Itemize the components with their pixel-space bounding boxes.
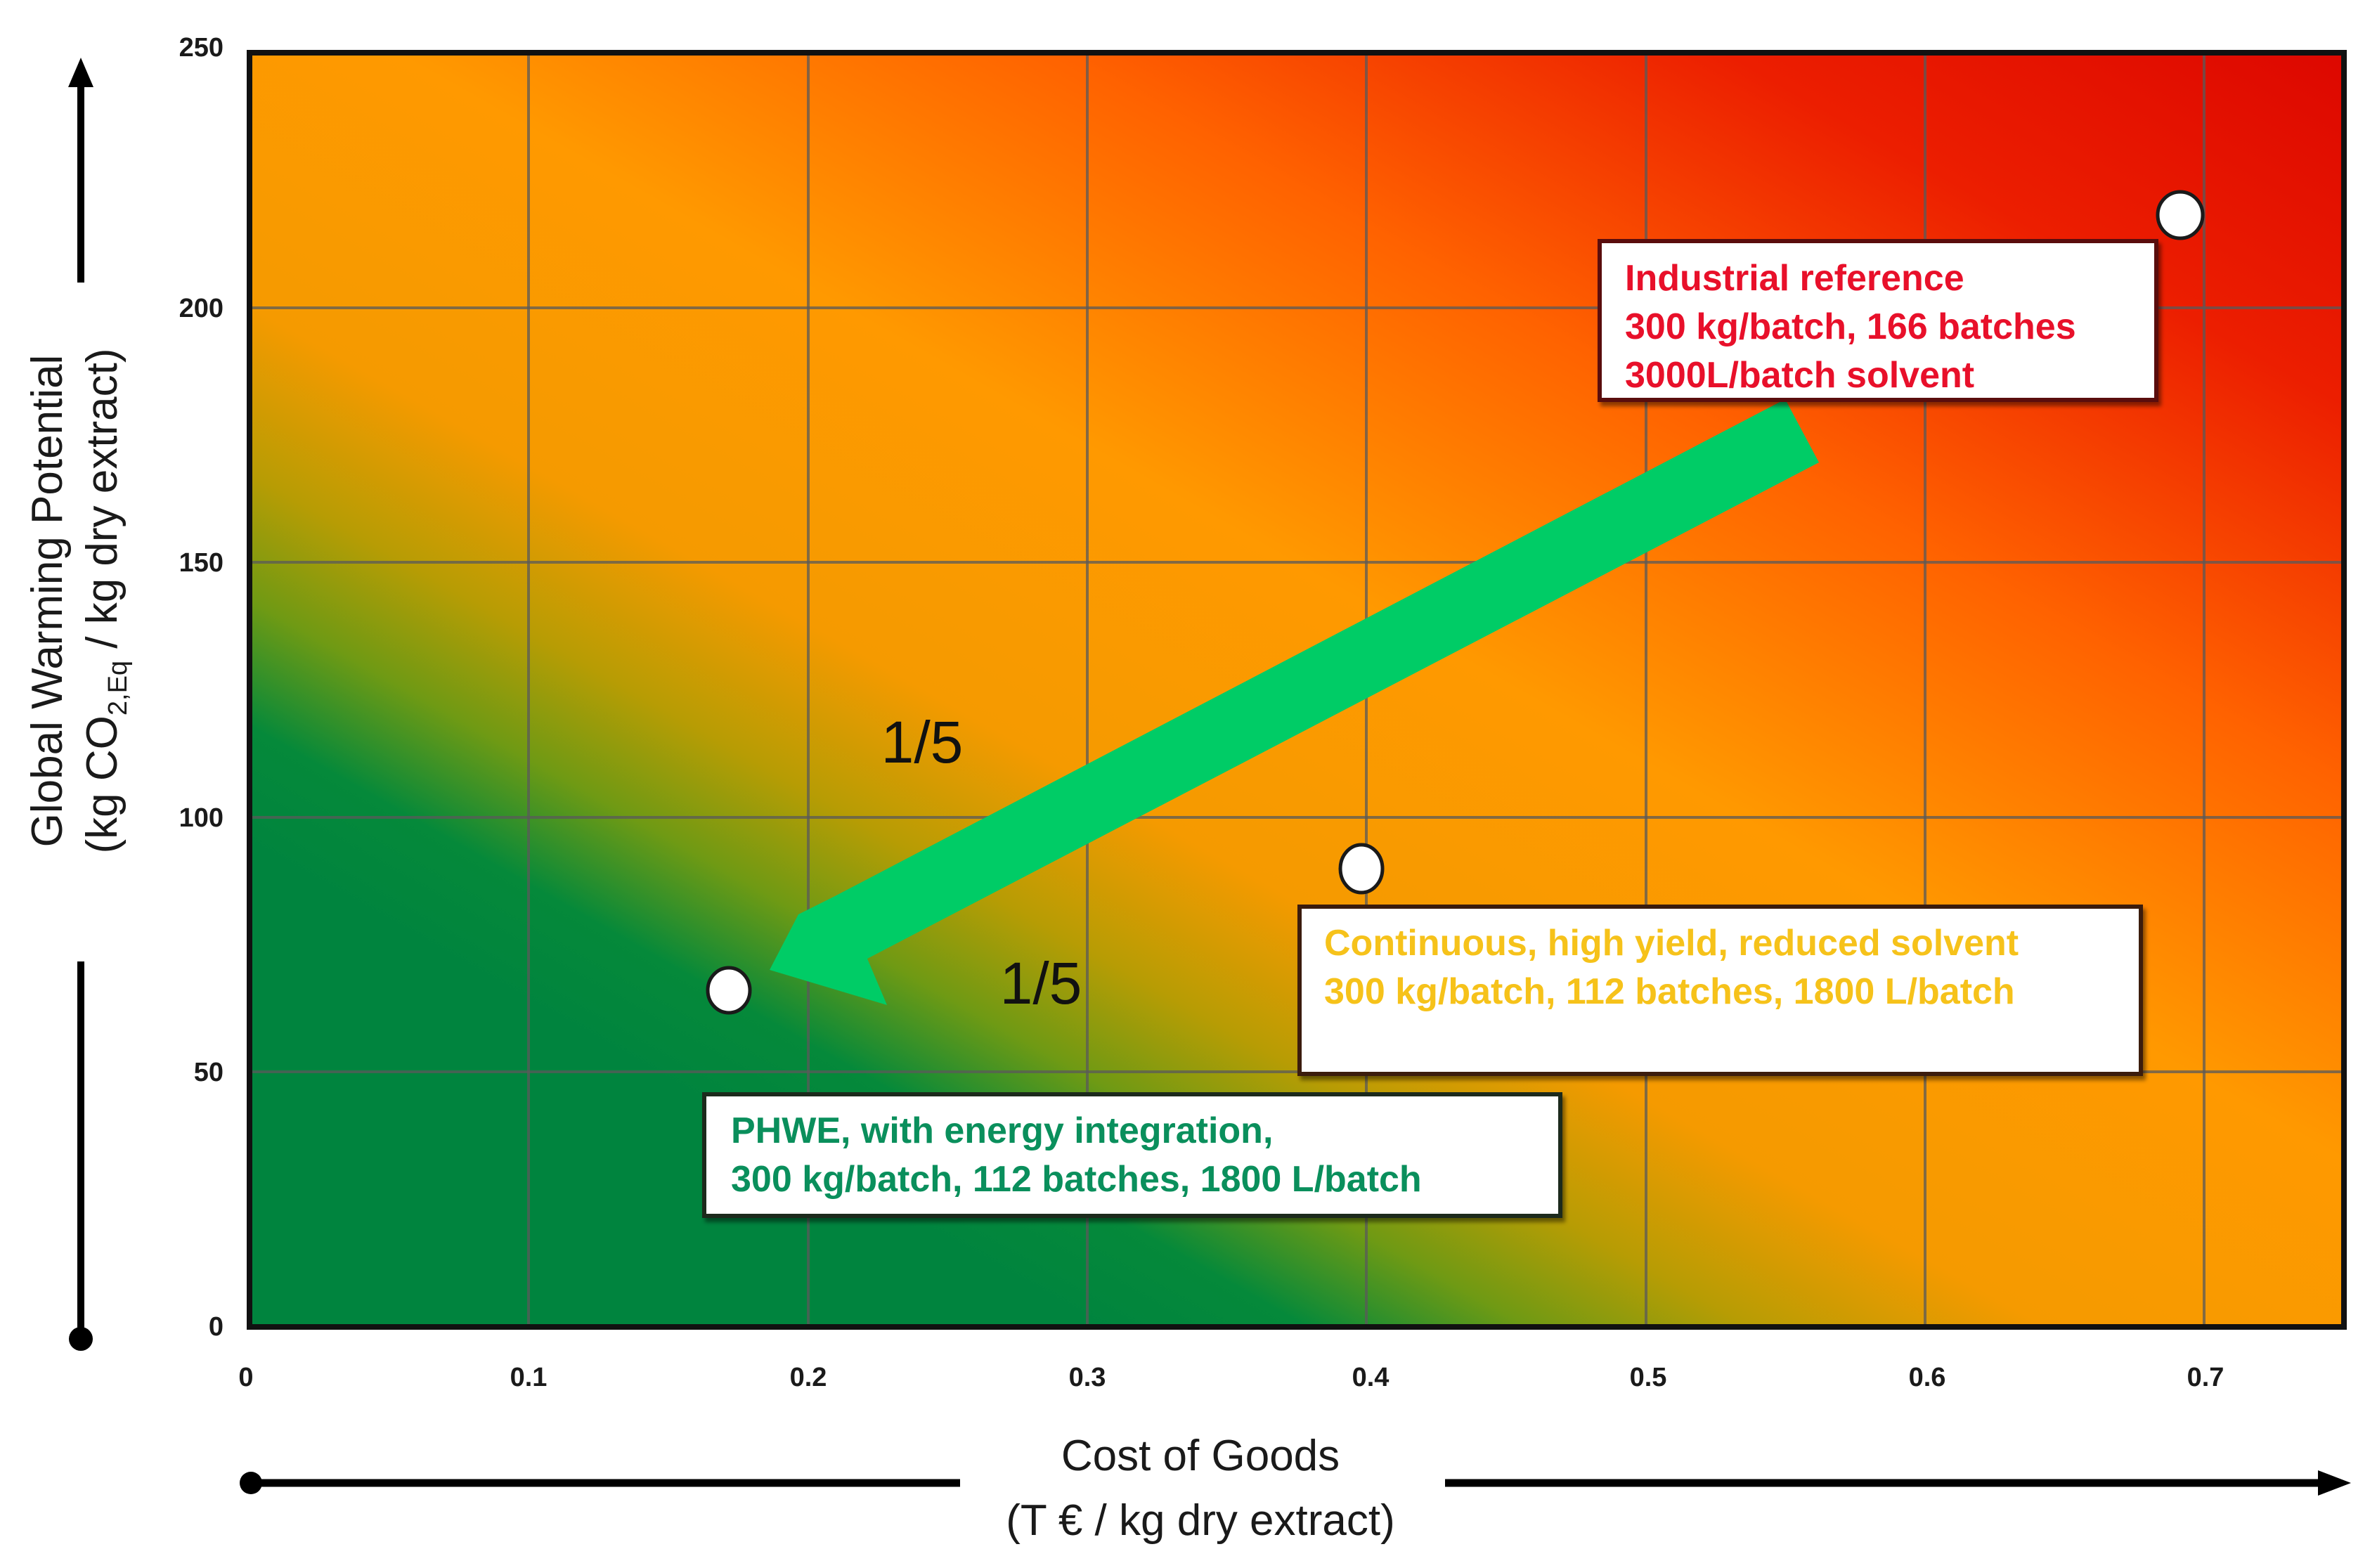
y-axis-title-line1: Global Warming Potential	[23, 355, 72, 848]
y-direction-arrow	[68, 58, 93, 1351]
marker-continuous	[1338, 843, 1385, 895]
x-tick-0.2: 0.2	[790, 1363, 827, 1392]
y-axis-title-line2: (kg CO2,Eq / kg dry extract)	[78, 349, 133, 854]
x-axis-ticks: 0 0.1 0.2 0.3 0.4 0.5 0.6 0.7	[238, 1363, 2224, 1392]
x-direction-arrow	[240, 1470, 2351, 1496]
y-axis-title: Global Warming Potential (kg CO2,Eq / kg…	[23, 349, 133, 854]
continuous-line1: Continuous, high yield, reduced solvent	[1324, 923, 2019, 964]
plot-border	[247, 50, 2347, 1330]
x-axis-title-line2: (T € / kg dry extract)	[1006, 1496, 1395, 1545]
x-axis-title: Cost of Goods (T € / kg dry extract)	[1006, 1432, 1395, 1545]
phwe-text: PHWE, with energy integration, 300 kg/ba…	[731, 1110, 1422, 1200]
continuous-label	[1297, 905, 2143, 1076]
y-tick-150: 150	[179, 548, 224, 578]
x-tick-0.5: 0.5	[1630, 1363, 1667, 1392]
y-tick-0: 0	[209, 1312, 224, 1342]
continuous-line2: 300 kg/batch, 112 batches, 1800 L/batch	[1324, 971, 2015, 1012]
phwe-label	[702, 1092, 1562, 1218]
arrow-right-icon	[2318, 1470, 2351, 1496]
y-tick-50: 50	[194, 1058, 224, 1087]
x-tick-0.4: 0.4	[1352, 1363, 1390, 1392]
phwe-line1: PHWE, with energy integration,	[731, 1110, 1273, 1151]
industrial-reference-text: Industrial reference 300 kg/batch, 166 b…	[1625, 258, 2076, 396]
x-tick-0: 0	[238, 1363, 253, 1392]
x-tick-0.1: 0.1	[510, 1363, 548, 1392]
y-tick-250: 250	[179, 33, 224, 63]
continuous-text: Continuous, high yield, reduced solvent …	[1324, 923, 2019, 1012]
industrial-line1: Industrial reference	[1625, 258, 1964, 299]
arrow-up-icon	[68, 58, 93, 87]
industrial-reference-label	[1598, 239, 2158, 402]
industrial-line3: 3000L/batch solvent	[1625, 355, 1974, 396]
phwe-line2: 300 kg/batch, 112 batches, 1800 L/batch	[731, 1159, 1422, 1200]
improvement-arrow-icon	[770, 399, 1819, 1005]
marker-phwe	[706, 966, 752, 1015]
ratio-label-lower: 1/5	[1000, 950, 1082, 1016]
marker-industrial	[2156, 190, 2205, 240]
y-tick-200: 200	[179, 294, 224, 323]
data-markers	[706, 190, 2205, 1015]
y-tick-100: 100	[179, 803, 224, 833]
y-axis-ticks: 0 50 100 150 200 250	[179, 33, 224, 1342]
x-tick-0.6: 0.6	[1909, 1363, 1946, 1392]
x-tick-0.7: 0.7	[2187, 1363, 2224, 1392]
ratio-label-upper: 1/5	[881, 709, 964, 775]
arrow-tail-dot-icon	[69, 1327, 93, 1351]
industrial-line2: 300 kg/batch, 166 batches	[1625, 306, 2076, 347]
x-axis-title-line1: Cost of Goods	[1061, 1432, 1340, 1480]
x-tick-0.3: 0.3	[1069, 1363, 1106, 1392]
